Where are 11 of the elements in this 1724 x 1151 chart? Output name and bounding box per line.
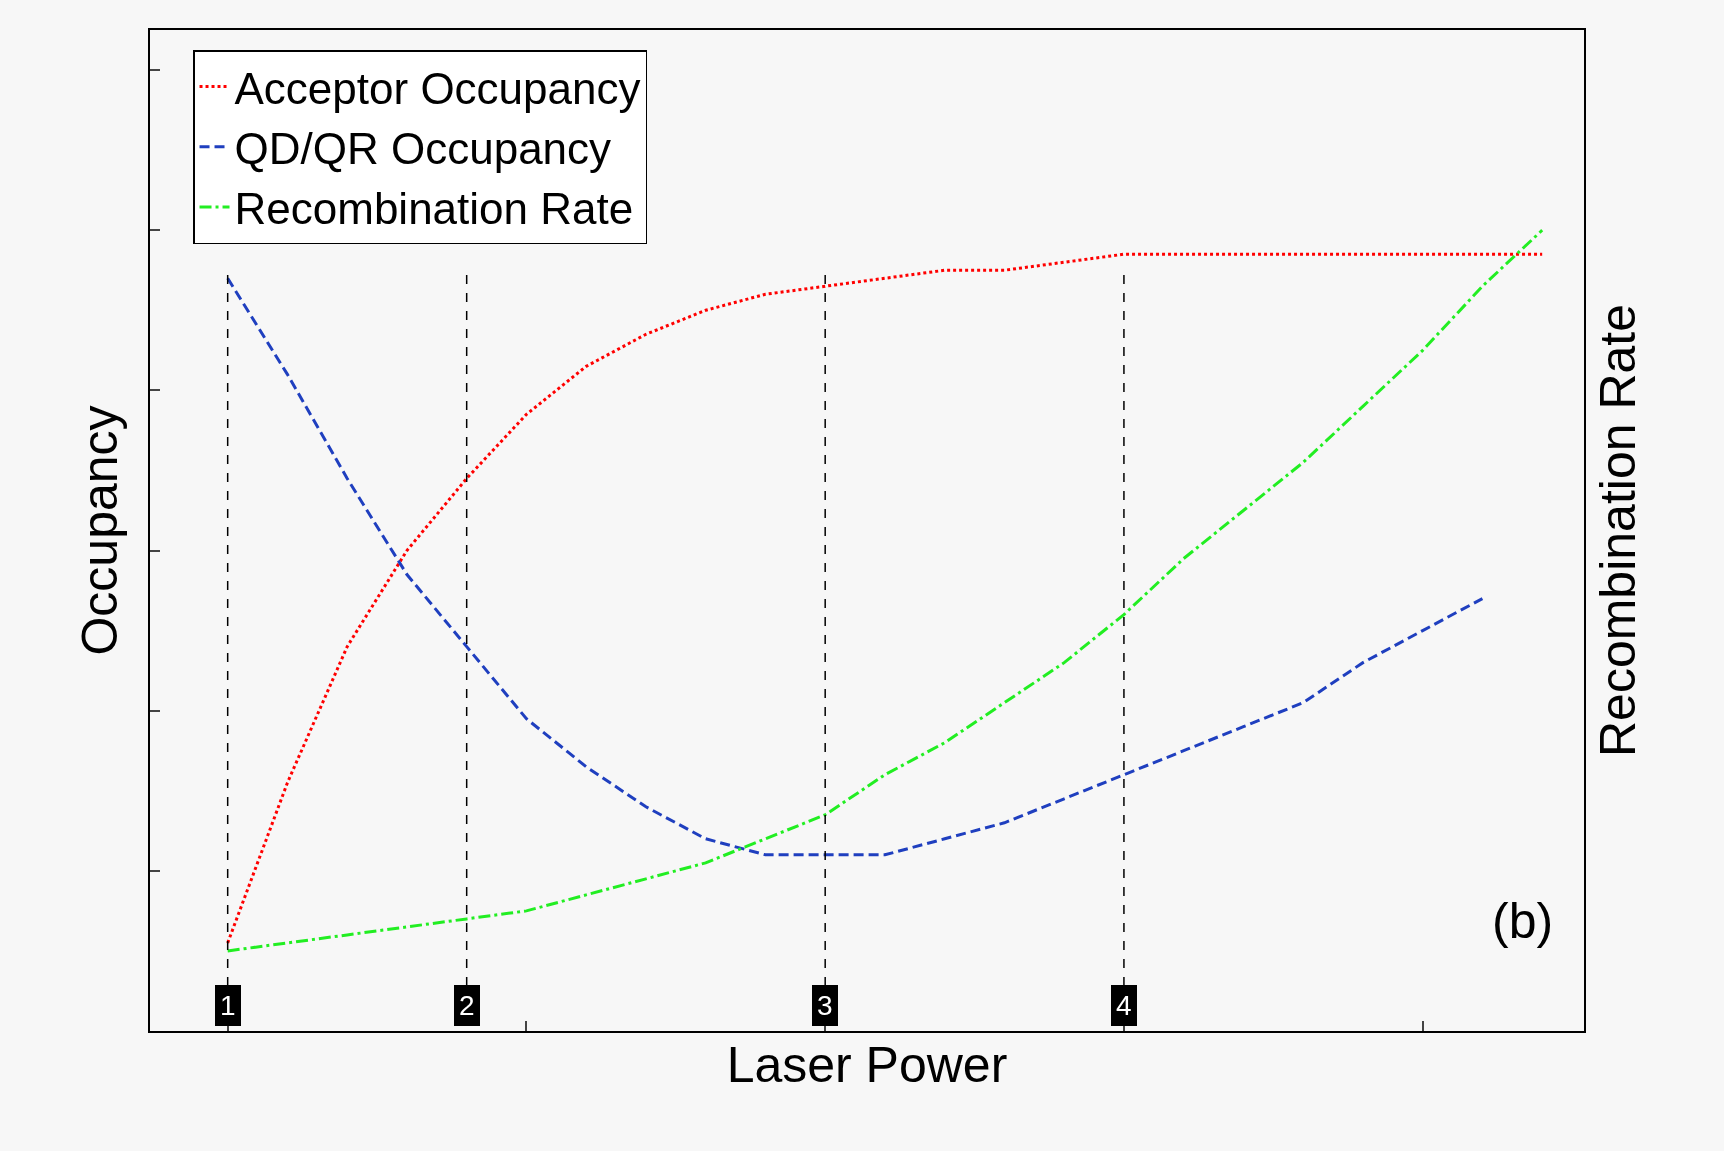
y2-axis-title: Recombination Rate	[1589, 303, 1646, 758]
x-tick-label: 4	[1116, 990, 1132, 1021]
legend-label: QD/QR Occupancy	[234, 123, 612, 173]
annotation: (b)	[1492, 893, 1554, 949]
legend-label: Acceptor Occupancy	[234, 63, 641, 113]
x-tick-label: 1	[220, 990, 236, 1021]
x-tick-label: 3	[817, 990, 833, 1021]
x-axis-title: Laser Power	[726, 1037, 1008, 1093]
x-tick-label: 2	[459, 990, 475, 1021]
legend-label: Recombination Rate	[234, 184, 634, 234]
y-axis-title: Occupancy	[71, 405, 128, 656]
